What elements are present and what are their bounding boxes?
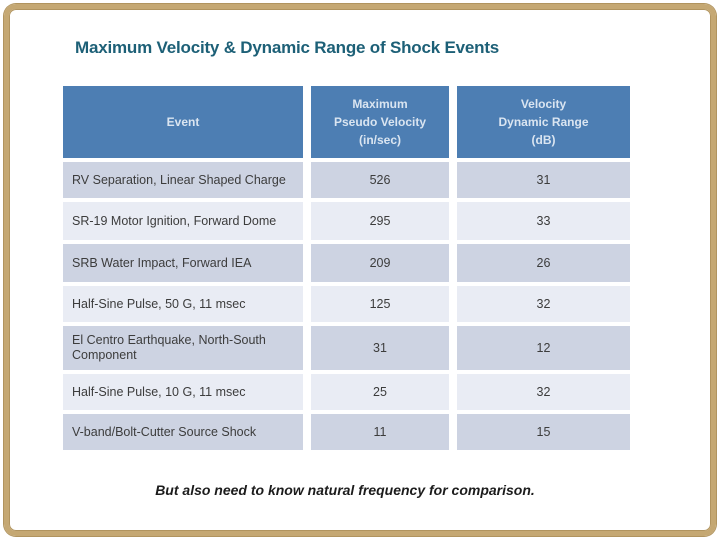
header-line: Pseudo Velocity (333, 115, 427, 129)
table-cell-velocity: 11 (311, 414, 449, 450)
table-cell-velocity: 25 (311, 374, 449, 410)
slide-title: Maximum Velocity & Dynamic Range of Shoc… (75, 38, 500, 57)
table-cell-event: V-band/Bolt-Cutter Source Shock (63, 414, 303, 450)
slide-caption: But also need to know natural frequency … (155, 482, 535, 498)
header-line: Velocity (520, 97, 567, 111)
table-cell-velocity: 125 (311, 286, 449, 322)
header-line: (dB) (531, 133, 556, 147)
table-cell-range: 33 (457, 202, 630, 240)
header-line: Maximum (352, 97, 408, 111)
table-cell-velocity: 526 (311, 162, 449, 198)
table-cell-velocity: 295 (311, 202, 449, 240)
header-line: (in/sec) (358, 133, 401, 147)
column-header-event: Event (63, 86, 303, 158)
table-cell-event: Half-Sine Pulse, 10 G, 11 msec (63, 374, 303, 410)
column-header-max-pseudo-velocity: Maximum Pseudo Velocity (in/sec) (311, 86, 449, 158)
table-cell-event: SRB Water Impact, Forward IEA (63, 244, 303, 282)
shock-events-table: Event Maximum Pseudo Velocity (in/sec) V… (63, 86, 630, 450)
table-cell-velocity: 31 (311, 326, 449, 370)
table-cell-event: Half-Sine Pulse, 50 G, 11 msec (63, 286, 303, 322)
header-line: Dynamic Range (498, 115, 589, 129)
table-cell-range: 26 (457, 244, 630, 282)
table-cell-velocity: 209 (311, 244, 449, 282)
column-header-velocity-dynamic-range: Velocity Dynamic Range (dB) (457, 86, 630, 158)
header-line: Event (166, 115, 200, 129)
table-cell-range: 32 (457, 286, 630, 322)
table-cell-range: 31 (457, 162, 630, 198)
table-cell-event: RV Separation, Linear Shaped Charge (63, 162, 303, 198)
table-cell-event: SR-19 Motor Ignition, Forward Dome (63, 202, 303, 240)
table-cell-range: 32 (457, 374, 630, 410)
table-cell-range: 12 (457, 326, 630, 370)
table-cell-event: El Centro Earthquake, North-South Compon… (63, 326, 303, 370)
table-cell-range: 15 (457, 414, 630, 450)
